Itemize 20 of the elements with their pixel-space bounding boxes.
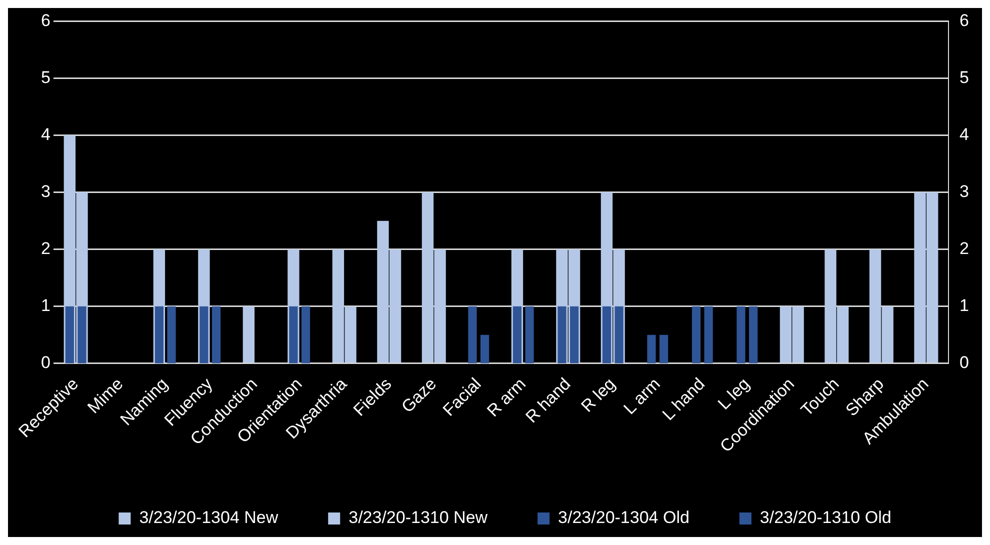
y-tick-label: 6 [40, 10, 50, 30]
y2-tick-label: 1 [960, 296, 970, 316]
y-tick-label: 1 [40, 296, 50, 316]
legend-label: 3/23/20-1310 New [348, 508, 488, 528]
y-tick-label: 4 [40, 124, 50, 144]
y2-tick-label: 3 [960, 182, 970, 201]
y2-tick-label: 0 [960, 353, 970, 372]
x-tick-label: R leg [578, 374, 620, 416]
y-tick-label: 3 [40, 182, 50, 201]
y-tick-label: 0 [40, 353, 50, 372]
legend-label: 3/23/20-1304 Old [558, 508, 690, 528]
y-tick-label: 2 [40, 239, 50, 258]
bar [242, 306, 255, 363]
legend-label: 3/23/20-1310 Old [760, 508, 892, 528]
y2-tick-label: 5 [960, 68, 970, 87]
y2-tick-label: 4 [960, 124, 970, 144]
legend-label: 3/23/20-1304 New [139, 508, 279, 528]
y2-tick-label: 6 [960, 10, 970, 30]
y-tick-label: 5 [40, 68, 50, 87]
y2-tick-label: 2 [960, 239, 970, 258]
